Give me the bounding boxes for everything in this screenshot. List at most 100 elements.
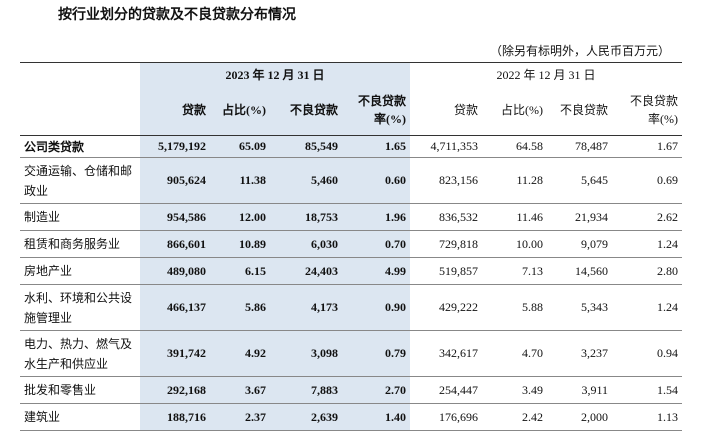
value-cell: 5,645 bbox=[547, 157, 612, 204]
column-header: 不良贷款 bbox=[547, 85, 612, 136]
value-cell: 4,173 bbox=[270, 284, 342, 331]
value-cell: 188,716 bbox=[140, 403, 210, 431]
value-cell: 489,080 bbox=[140, 257, 210, 285]
value-cell: 2.42 bbox=[482, 403, 547, 431]
value-cell: 519,857 bbox=[410, 257, 482, 285]
column-header: 占比(%) bbox=[210, 85, 270, 136]
column-header-text: 贷款 bbox=[181, 103, 206, 117]
value-cell: 5,179,192 bbox=[140, 135, 210, 158]
value-cell: 5,343 bbox=[547, 284, 612, 331]
value-cell: 4.92 bbox=[210, 330, 270, 377]
value-cell: 4,711,353 bbox=[410, 135, 482, 158]
value-cell: 836,532 bbox=[410, 203, 482, 231]
value-cell: 729,818 bbox=[410, 230, 482, 258]
row-label: 电力、热力、燃气及水生产和供应业 bbox=[20, 330, 140, 377]
row-label-text: 水利、环境和公共设施管理业 bbox=[24, 290, 133, 325]
value-cell: 21,934 bbox=[547, 203, 612, 231]
value-cell: 3.67 bbox=[210, 376, 270, 404]
column-header: 不良贷款率(%) bbox=[342, 85, 410, 136]
column-header: 贷款 bbox=[140, 85, 210, 136]
value-cell: 866,601 bbox=[140, 230, 210, 258]
value-cell: 1.24 bbox=[612, 284, 682, 331]
value-cell: 2,000 bbox=[547, 403, 612, 431]
column-header-text: 不良贷款 bbox=[289, 103, 338, 117]
value-cell: 4.99 bbox=[342, 257, 410, 285]
column-header-text: 不良贷款率(%) bbox=[629, 94, 678, 126]
group-header: 2022 年 12 月 31 日 bbox=[410, 62, 682, 85]
value-cell: 12.00 bbox=[210, 203, 270, 231]
data-row: 租赁和商务服务业 866,601 10.89 6,030 0.70 729,818 10.0… bbox=[20, 230, 682, 258]
row-label-text: 电力、热力、燃气及水生产和供应业 bbox=[24, 336, 133, 371]
value-cell: 2.80 bbox=[612, 257, 682, 285]
value-cell: 954,586 bbox=[140, 203, 210, 231]
value-cell: 1.13 bbox=[612, 403, 682, 431]
value-cell: 3,098 bbox=[270, 330, 342, 377]
row-label: 租赁和商务服务业 bbox=[20, 230, 140, 258]
column-header-text: 不良贷款率(%) bbox=[357, 94, 406, 126]
value-cell: 5.88 bbox=[482, 284, 547, 331]
value-cell: 905,624 bbox=[140, 157, 210, 204]
value-cell: 2.62 bbox=[612, 203, 682, 231]
data-row: 水利、环境和公共设施管理业 466,137 5.86 4,173 0.90 429,222… bbox=[20, 284, 682, 331]
column-header-text: 不良贷款 bbox=[559, 103, 608, 117]
value-cell: 7,883 bbox=[270, 376, 342, 404]
column-header-text: 贷款 bbox=[453, 103, 478, 117]
value-cell: 1.24 bbox=[612, 230, 682, 258]
value-cell: 18,753 bbox=[270, 203, 342, 231]
value-cell: 0.60 bbox=[342, 157, 410, 204]
value-cell: 2.37 bbox=[210, 403, 270, 431]
row-label-text: 交通运输、仓储和邮政业 bbox=[24, 163, 133, 198]
row-label: 建筑业 bbox=[20, 403, 140, 431]
value-cell: 292,168 bbox=[140, 376, 210, 404]
row-label: 水利、环境和公共设施管理业 bbox=[20, 284, 140, 331]
value-cell: 466,137 bbox=[140, 284, 210, 331]
data-row: 房地产业 489,080 6.15 24,403 4.99 519,857 7.13 14,5… bbox=[20, 257, 682, 285]
value-cell: 0.90 bbox=[342, 284, 410, 331]
value-cell: 429,222 bbox=[410, 284, 482, 331]
value-cell: 176,696 bbox=[410, 403, 482, 431]
row-label: 公司类贷款 bbox=[20, 135, 140, 158]
value-cell: 64.58 bbox=[482, 135, 547, 158]
column-header-text: 占比(%) bbox=[501, 103, 543, 117]
value-cell: 1.67 bbox=[612, 135, 682, 158]
data-row: 公司类贷款 5,179,192 65.09 85,549 1.65 4,711,353 64… bbox=[20, 135, 682, 158]
data-row: 制造业 954,586 12.00 18,753 1.96 836,532 11.46 21,… bbox=[20, 203, 682, 231]
data-row: 电力、热力、燃气及水生产和供应业 391,742 4.92 3,098 0.79 342,… bbox=[20, 330, 682, 377]
row-label: 制造业 bbox=[20, 203, 140, 231]
value-cell: 10.89 bbox=[210, 230, 270, 258]
value-cell: 85,549 bbox=[270, 135, 342, 158]
value-cell: 2,639 bbox=[270, 403, 342, 431]
row-label: 批发和零售业 bbox=[20, 376, 140, 404]
row-label: 房地产业 bbox=[20, 257, 140, 285]
value-cell: 1.54 bbox=[612, 376, 682, 404]
column-header: 不良贷款 bbox=[270, 85, 342, 136]
corner-cell bbox=[20, 62, 140, 85]
value-cell: 24,403 bbox=[270, 257, 342, 285]
corner-cell bbox=[20, 85, 140, 136]
value-cell: 3.49 bbox=[482, 376, 547, 404]
value-cell: 3,911 bbox=[547, 376, 612, 404]
column-header-text: 占比(%) bbox=[222, 103, 266, 117]
value-cell: 5.86 bbox=[210, 284, 270, 331]
value-cell: 9,079 bbox=[547, 230, 612, 258]
header-row: 贷款 占比(%) 不良贷款 不良贷款率(%) 贷款 占比(%) 不良贷款 不良贷款率(%) bbox=[20, 85, 682, 136]
column-header: 不良贷款率(%) bbox=[612, 85, 682, 136]
row-label-text: 制造业 bbox=[24, 210, 61, 224]
value-cell: 78,487 bbox=[547, 135, 612, 158]
value-cell: 0.69 bbox=[612, 157, 682, 204]
value-cell: 6,030 bbox=[270, 230, 342, 258]
value-cell: 342,617 bbox=[410, 330, 482, 377]
data-row: 建筑业 188,716 2.37 2,639 1.40 176,696 2.42 2,000 1… bbox=[20, 403, 682, 431]
value-cell: 10.00 bbox=[482, 230, 547, 258]
row-label-text: 建筑业 bbox=[24, 410, 61, 424]
data-row: 批发和零售业 292,168 3.67 7,883 2.70 254,447 3.49 3,9… bbox=[20, 376, 682, 404]
value-cell: 7.13 bbox=[482, 257, 547, 285]
value-cell: 4.70 bbox=[482, 330, 547, 377]
value-cell: 254,447 bbox=[410, 376, 482, 404]
title: 按行业划分的贷款及不良贷款分布情况 bbox=[58, 8, 296, 23]
value-cell: 391,742 bbox=[140, 330, 210, 377]
value-cell: 0.94 bbox=[612, 330, 682, 377]
value-cell: 11.46 bbox=[482, 203, 547, 231]
value-cell: 5,460 bbox=[270, 157, 342, 204]
